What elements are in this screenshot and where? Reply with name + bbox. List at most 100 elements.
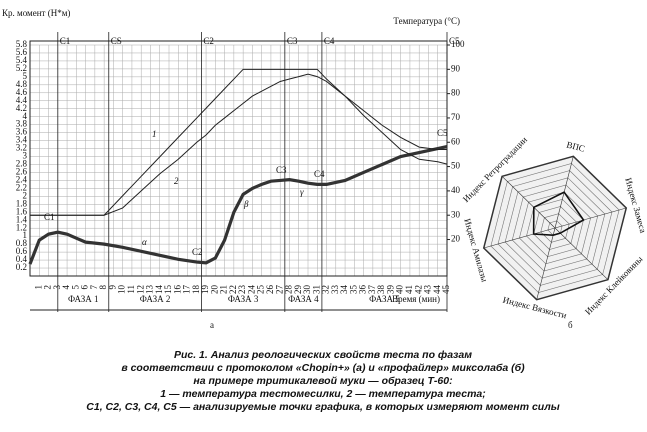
x-tick-label: 36 — [358, 285, 368, 295]
panel-label: б — [568, 320, 573, 330]
y-tick-label: 4.6 — [16, 87, 28, 97]
y-axis-label: Кр. момент (Н*м) — [2, 8, 70, 18]
x-tick-label: 2 — [43, 285, 53, 290]
x-tick-label: 9 — [107, 285, 117, 290]
y-tick-label: 0.2 — [16, 262, 27, 272]
point-label: C1 — [60, 36, 71, 46]
x-tick-label: 44 — [432, 285, 442, 295]
caption-line: 1 — температура тестомесилки, 2 — темпер… — [160, 388, 486, 400]
y-tick-label: 1.8 — [16, 198, 28, 208]
x-tick-label: 6 — [80, 285, 90, 290]
y-tick-label: 2.2 — [16, 182, 27, 192]
point-label: C3 — [287, 36, 298, 46]
y-tick-label: 3.4 — [16, 135, 28, 145]
y2-tick-label: 90 — [451, 63, 461, 73]
annotation: 1 — [152, 129, 157, 139]
radar-axis — [554, 207, 627, 229]
x-tick-label: 42 — [413, 285, 423, 294]
x-tick-label: 1 — [33, 285, 43, 290]
y-tick-label: 4.4 — [16, 95, 28, 105]
y2-tick-label: 40 — [451, 185, 461, 195]
x-tick-label: 28 — [284, 285, 294, 295]
x-tick-label: 21 — [219, 285, 229, 294]
x-tick-label: 32 — [321, 285, 331, 294]
curve-point-label: C1 — [44, 212, 55, 222]
y2-tick-label: 60 — [451, 136, 461, 146]
radar-axis — [483, 227, 556, 249]
x-tick-label: 16 — [172, 285, 182, 295]
y-tick-label: 4.8 — [16, 79, 28, 89]
x-tick-label: 18 — [191, 285, 201, 295]
y-tick-label: 3 — [23, 151, 28, 161]
phase-label: ФАЗА 3 — [228, 294, 259, 304]
y-tick-label: 5.4 — [16, 55, 28, 65]
point-label: C4 — [324, 36, 335, 46]
x-tick-label: 12 — [135, 285, 145, 294]
annotation: 2 — [174, 176, 179, 186]
curve-point-label: C5 — [437, 128, 448, 138]
x-tick-label: 30 — [302, 285, 312, 295]
x-tick-label: 23 — [237, 285, 247, 295]
x-tick-label: 29 — [293, 285, 303, 295]
phase-label: ФАЗА 5 — [369, 294, 400, 304]
x-tick-label: 24 — [246, 285, 256, 295]
y2-tick-label: 100 — [451, 39, 465, 49]
radar-profile — [532, 191, 585, 236]
y-tick-label: 4 — [23, 111, 28, 121]
annotation: γ — [300, 187, 304, 197]
radar-label: ВПС — [566, 140, 586, 154]
panel-label: а — [210, 320, 214, 330]
x-tick-label: 22 — [228, 285, 238, 294]
x-tick-label: 10 — [117, 285, 127, 295]
y-tick-label: 2.4 — [16, 174, 28, 184]
y-tick-label: 5.8 — [16, 39, 28, 49]
x-tick-label: 4 — [61, 285, 71, 290]
x-tick-label: 3 — [52, 285, 62, 290]
caption-line: C1, C2, C3, C4, C5 — анализируемые точки… — [86, 401, 559, 413]
y-tick-label: 2.8 — [16, 159, 28, 169]
y2-axis-label: Температура (°C) — [393, 16, 460, 26]
x-tick-label: 39 — [385, 285, 395, 295]
y-tick-label: 4.2 — [16, 103, 27, 113]
annotation: α — [142, 237, 147, 247]
x-tick-label: 13 — [145, 285, 155, 295]
y-tick-label: 3.2 — [16, 143, 27, 153]
x-tick-label: 31 — [311, 285, 321, 294]
x-tick-label: 27 — [274, 285, 284, 295]
x-tick-label: 38 — [376, 285, 386, 295]
y2-tick-label: 80 — [451, 88, 461, 98]
caption-line: на примере тритикалевой муки — образец Т… — [193, 375, 452, 387]
radar-label: Индекс Замеса — [623, 177, 647, 234]
x-tick-label: 11 — [126, 285, 136, 294]
radar-axis — [501, 176, 556, 229]
x-tick-label: 15 — [163, 285, 173, 295]
data-line — [30, 73, 447, 216]
y-tick-label: 1 — [23, 230, 28, 240]
x-tick-label: 41 — [404, 285, 414, 294]
y-tick-label: 3.8 — [16, 119, 28, 129]
x-tick-label: 17 — [182, 285, 192, 295]
x-tick-label: 35 — [348, 285, 358, 295]
y-tick-label: 5.2 — [16, 63, 27, 73]
point-label: C2 — [203, 36, 214, 46]
x-tick-label: 34 — [339, 285, 349, 295]
y2-tick-label: 70 — [451, 112, 461, 122]
x-axis-label: Время (мин) — [392, 294, 440, 304]
x-tick-label: 43 — [423, 285, 433, 295]
caption-line: Рис. 1. Анализ реологических свойств тес… — [174, 349, 472, 361]
caption-line: в соответствии с протоколом «Chopin+» (а… — [121, 362, 525, 374]
x-tick-label: 45 — [441, 285, 451, 295]
x-tick-label: 33 — [330, 285, 340, 295]
y-tick-label: 3.6 — [16, 127, 28, 137]
x-tick-label: 25 — [256, 285, 266, 295]
y-tick-label: 5.6 — [16, 47, 28, 57]
y2-tick-label: 30 — [451, 209, 461, 219]
y-tick-label: 2 — [23, 190, 28, 200]
x-tick-label: 40 — [395, 285, 405, 295]
curve-point-label: C3 — [276, 165, 287, 175]
y-tick-label: 0.4 — [16, 254, 28, 264]
point-label: CS — [111, 36, 122, 46]
x-tick-label: 19 — [200, 285, 210, 295]
